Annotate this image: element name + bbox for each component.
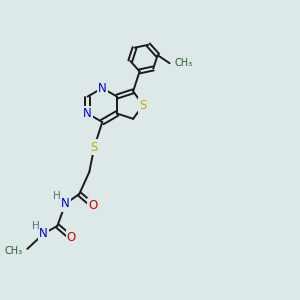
Text: H: H [53,191,61,201]
Text: S: S [140,99,147,112]
Text: N: N [61,197,70,210]
Text: N: N [83,107,92,120]
Text: CH₃: CH₃ [4,246,22,256]
Text: N: N [98,82,107,94]
Text: N: N [39,227,48,240]
Text: O: O [89,200,98,212]
Text: S: S [91,140,98,154]
Text: H: H [32,221,39,231]
Text: O: O [67,231,76,244]
Text: CH₃: CH₃ [175,58,193,68]
